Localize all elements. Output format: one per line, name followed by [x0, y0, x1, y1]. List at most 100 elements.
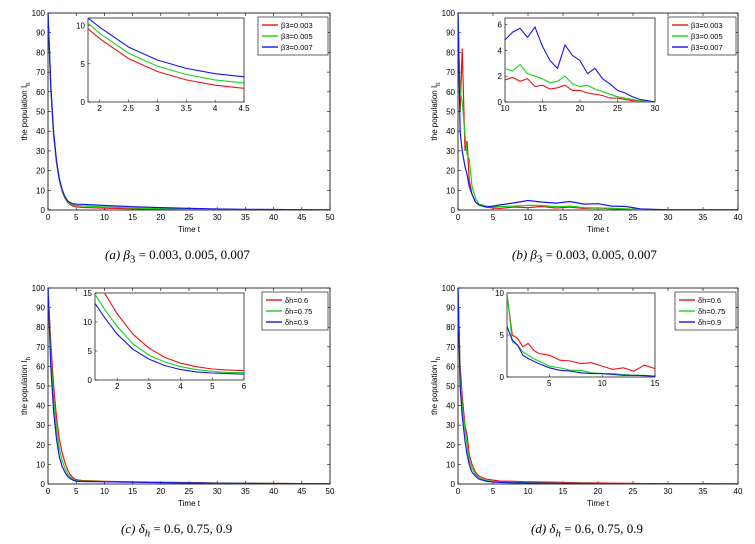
caption-d: (d) δh = 0.6, 0.75, 0.9 [531, 521, 643, 540]
inset-x-tick-label: 3 [147, 382, 152, 391]
legend: δh=0.6 δh=0.75 δh=0.9 [674, 291, 737, 331]
y-tick-label: 40 [446, 127, 455, 136]
inset-series-line-2 [95, 293, 244, 374]
y-tick-label: 100 [32, 9, 46, 18]
x-tick-label: 0 [456, 487, 461, 496]
inset-chart: 5 10 15 0 5 10 [495, 289, 660, 388]
y-tick-label: 100 [442, 9, 456, 18]
legend-box [667, 16, 737, 56]
y-tick-label: 0 [41, 480, 46, 489]
x-tick-label: 5 [491, 213, 496, 222]
y-tick-label: 40 [446, 402, 455, 411]
inset-series-line-2 [88, 22, 244, 84]
inset-x-tick-label: 10 [598, 379, 607, 388]
legend: δh=0.6 δh=0.75 δh=0.9 [261, 291, 329, 331]
y-tick-label: 30 [36, 147, 45, 156]
x-tick-label: 25 [185, 487, 194, 496]
y-tick-label: 70 [446, 68, 455, 77]
y-axis-label: the population Ih [20, 82, 32, 140]
y-tick-label: 90 [446, 29, 455, 38]
inset-y-tick-label: 10 [495, 289, 504, 298]
x-tick-label: 30 [213, 213, 222, 222]
chart-b: 0 5 10 15 20 25 30 35 400102030405060708090100Ti… [430, 9, 743, 234]
inset-y-tick-label: 0 [498, 98, 503, 107]
inset-y-tick-label: 6 [498, 20, 503, 29]
inset-series-line-1 [505, 76, 655, 102]
inset-x-tick-label: 4.5 [238, 104, 250, 113]
x-tick-label: 0 [46, 213, 51, 222]
inset-x-tick-label: 30 [651, 104, 660, 113]
y-tick-label: 100 [442, 284, 456, 293]
inset-y-tick-label: 15 [83, 289, 92, 298]
inset-x-tick-label: 4 [178, 382, 183, 391]
inset-x-tick-label: 5 [547, 379, 552, 388]
x-tick-label: 5 [74, 213, 79, 222]
x-tick-label: 35 [699, 213, 708, 222]
legend: β3=0.003 β3=0.005 β3=0.007 [257, 16, 329, 56]
x-tick-label: 25 [185, 213, 194, 222]
x-tick-label: 40 [734, 213, 743, 222]
x-tick-label: 15 [559, 487, 568, 496]
legend: β3=0.003 β3=0.005 β3=0.007 [667, 16, 737, 56]
y-axis-label: the population Ih [430, 82, 442, 140]
x-tick-label: 20 [156, 213, 165, 222]
x-tick-label: 20 [594, 487, 603, 496]
y-tick-label: 50 [446, 108, 455, 117]
x-tick-label: 40 [269, 487, 278, 496]
x-tick-label: 5 [74, 487, 79, 496]
series-line-3 [458, 13, 738, 210]
legend-label-1: δh=0.6 [698, 296, 721, 305]
x-tick-label: 25 [629, 213, 638, 222]
inset-plot-area [506, 292, 656, 378]
y-tick-label: 100 [32, 284, 46, 293]
chart-a: 0 5 10 15 20 25 30 35 40 45 5001020304050607080901… [20, 9, 335, 234]
y-tick-label: 40 [36, 402, 45, 411]
x-axis-label: Time t [178, 499, 201, 508]
y-tick-label: 80 [446, 48, 455, 57]
x-tick-label: 35 [241, 213, 250, 222]
y-tick-label: 0 [451, 480, 456, 489]
inset-series-line-2 [507, 293, 655, 377]
inset-y-tick-label: 0 [81, 98, 86, 107]
x-tick-label: 10 [524, 213, 533, 222]
y-tick-label: 60 [36, 362, 45, 371]
caption-b: (b) β3 = 0.003, 0.005, 0.007 [512, 247, 657, 266]
inset-y-tick-label: 0 [88, 376, 93, 385]
y-tick-label: 50 [36, 108, 45, 117]
x-tick-label: 20 [594, 213, 603, 222]
x-tick-label: 0 [456, 213, 461, 222]
y-tick-label: 50 [446, 382, 455, 391]
legend-label-2: δh=0.75 [698, 307, 725, 316]
legend-label-3: δh=0.9 [698, 318, 721, 327]
x-tick-label: 15 [128, 487, 137, 496]
y-tick-label: 20 [446, 441, 455, 450]
y-tick-label: 10 [36, 460, 45, 469]
x-axis-label: Time t [587, 499, 610, 508]
y-tick-label: 40 [36, 127, 45, 136]
inset-x-tick-label: 10 [501, 104, 510, 113]
x-tick-label: 15 [559, 213, 568, 222]
y-tick-label: 70 [36, 68, 45, 77]
x-tick-label: 5 [491, 487, 496, 496]
inset-x-tick-label: 2 [97, 104, 102, 113]
x-tick-label: 50 [326, 487, 335, 496]
y-tick-label: 0 [41, 206, 46, 215]
y-tick-label: 60 [446, 88, 455, 97]
inset-x-tick-label: 3 [155, 104, 160, 113]
y-tick-label: 90 [36, 29, 45, 38]
x-tick-label: 10 [100, 213, 109, 222]
y-tick-label: 10 [446, 186, 455, 195]
legend-label-1: β3=0.003 [281, 21, 313, 30]
legend-label-2: δh=0.75 [285, 307, 312, 316]
caption-a: (a) β3 = 0.003, 0.005, 0.007 [105, 247, 250, 266]
inset-y-tick-label: 4 [498, 46, 503, 55]
y-tick-label: 10 [36, 186, 45, 195]
y-tick-label: 80 [446, 323, 455, 332]
inset-x-tick-label: 2 [115, 382, 120, 391]
x-tick-label: 25 [629, 487, 638, 496]
y-tick-label: 10 [446, 460, 455, 469]
inset-series-line-2 [505, 63, 655, 102]
inset-plot-area [94, 292, 245, 381]
series-line-3 [458, 288, 738, 484]
